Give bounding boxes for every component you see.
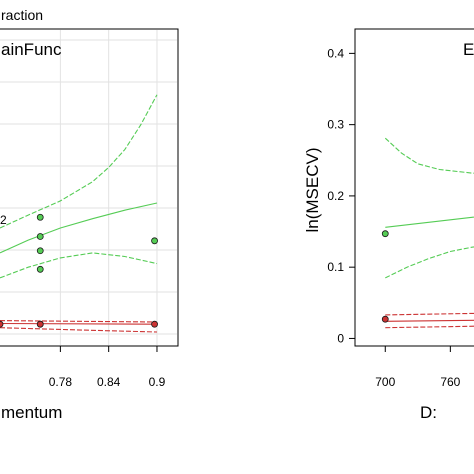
right-y-axis-label: ln(MSECV) [303,147,322,232]
left-green-data-point [36,213,44,221]
left-x-axis-ticks: 0.78 0.84 0.9 [49,346,166,389]
right-y-tick-label: 0.2 [327,189,344,203]
right-y-tick-label: 0.4 [327,46,344,60]
right-x-axis-label: D: [420,403,437,422]
right-y-axis-ticks: 0 0.1 0.2 0.3 0.4 [327,46,355,345]
left-green-data-point [36,247,44,255]
right-x-tick-label: 760 [440,375,460,389]
left-green-data-point [36,265,44,273]
right-y-tick-label: 0.3 [327,118,344,132]
right-red-upper-confidence-band [385,312,474,316]
right-panel: E 0 0.1 0.2 0.3 0.4 700 760 ln(MSECV) D: [303,28,474,422]
left-red-fit-line [0,322,158,325]
left-point-annotation: 2 [0,213,7,227]
right-plot-frame [354,28,474,347]
left-x-tick-label: 0.78 [49,375,73,389]
right-red-fit-line [385,319,474,322]
left-red-data-point [0,320,4,328]
left-panel-grid [0,30,177,345]
right-red-lower-confidence-band [385,325,474,329]
right-green-upper-confidence-band [384,137,474,174]
right-red-data-point [381,315,389,323]
left-green-fit-line [0,202,158,254]
header-fragment: raction [1,7,43,23]
left-red-data-point [151,320,158,328]
left-panel-title: ainFunc [1,40,62,59]
left-green-data-point [36,233,44,240]
right-green-fit-line [385,216,474,228]
left-panel-curves [0,94,158,333]
right-panel-points [381,230,389,323]
left-x-tick-label: 0.84 [97,375,121,389]
left-red-lower-confidence-band [0,327,158,333]
left-x-axis-label: mentum [1,403,62,422]
left-red-upper-confidence-band [0,320,158,323]
right-y-tick-label: 0.1 [327,260,344,274]
right-green-data-point [381,230,389,238]
right-y-tick-label: 0 [337,331,344,345]
left-panel-points [0,213,158,328]
left-green-upper-confidence-band [0,94,158,229]
right-x-axis-ticks: 700 760 [375,346,461,389]
left-panel: ainFunc 2 0.78 0.84 0.9 mentum [0,28,179,422]
left-plot-frame [0,28,179,347]
right-x-tick-label: 700 [375,375,395,389]
left-green-data-point [151,237,158,245]
left-x-tick-label: 0.9 [149,375,166,389]
right-panel-curves [384,137,474,329]
left-green-lower-confidence-band [0,252,158,279]
left-red-data-point [36,320,44,328]
right-panel-title: E [463,40,474,59]
right-green-lower-confidence-band [385,246,474,279]
